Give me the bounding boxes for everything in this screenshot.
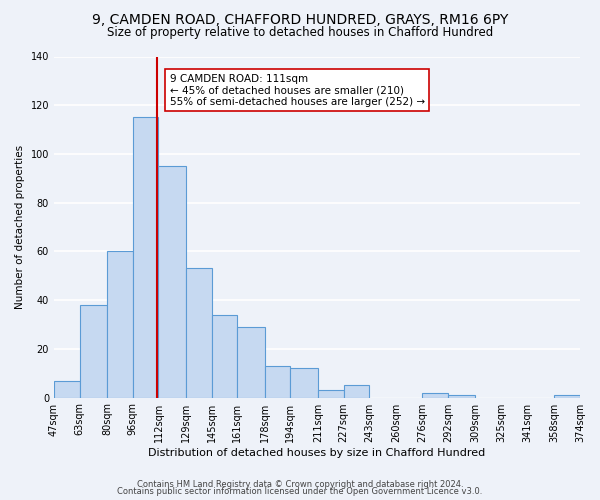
Text: 9 CAMDEN ROAD: 111sqm
← 45% of detached houses are smaller (210)
55% of semi-det: 9 CAMDEN ROAD: 111sqm ← 45% of detached … xyxy=(170,74,425,107)
Bar xyxy=(554,395,580,398)
Bar xyxy=(238,327,265,398)
Bar xyxy=(158,166,186,398)
Bar xyxy=(265,366,290,398)
X-axis label: Distribution of detached houses by size in Chafford Hundred: Distribution of detached houses by size … xyxy=(148,448,485,458)
Text: Contains HM Land Registry data © Crown copyright and database right 2024.: Contains HM Land Registry data © Crown c… xyxy=(137,480,463,489)
Bar xyxy=(448,395,475,398)
Bar xyxy=(54,380,80,398)
Bar xyxy=(186,268,212,398)
Bar xyxy=(290,368,318,398)
Bar xyxy=(212,314,238,398)
Text: Contains public sector information licensed under the Open Government Licence v3: Contains public sector information licen… xyxy=(118,487,482,496)
Text: Size of property relative to detached houses in Chafford Hundred: Size of property relative to detached ho… xyxy=(107,26,493,39)
Bar xyxy=(133,118,158,398)
Bar xyxy=(318,390,344,398)
Y-axis label: Number of detached properties: Number of detached properties xyxy=(15,145,25,309)
Text: 9, CAMDEN ROAD, CHAFFORD HUNDRED, GRAYS, RM16 6PY: 9, CAMDEN ROAD, CHAFFORD HUNDRED, GRAYS,… xyxy=(92,12,508,26)
Bar xyxy=(80,305,107,398)
Bar xyxy=(422,392,448,398)
Bar xyxy=(344,386,369,398)
Bar xyxy=(107,252,133,398)
